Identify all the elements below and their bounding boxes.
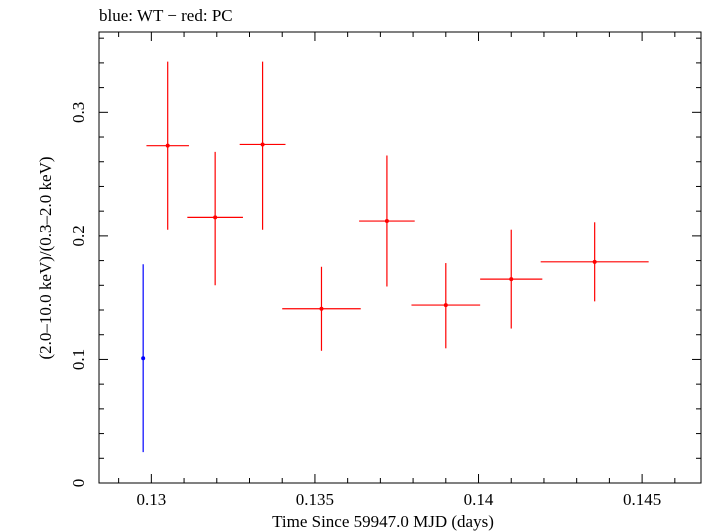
x-tick-label: 0.13 <box>136 490 166 509</box>
y-tick-label: 0 <box>69 479 88 488</box>
wt-point <box>141 264 146 453</box>
pc-point <box>282 266 361 351</box>
y-tick-label: 0.1 <box>69 349 88 370</box>
pc-point <box>540 222 649 302</box>
wt-marker <box>141 356 146 361</box>
pc-marker <box>384 219 389 224</box>
plot-frame <box>98 31 702 484</box>
pc-marker <box>213 215 218 220</box>
pc-marker <box>592 259 597 264</box>
pc-marker <box>319 306 324 311</box>
pc-point <box>146 61 189 230</box>
x-tick-label: 0.135 <box>296 490 334 509</box>
x-axis-label: Time Since 59947.0 MJD (days) <box>272 512 494 531</box>
pc-point <box>480 229 543 329</box>
pc-point <box>187 151 243 286</box>
x-tick-label: 0.145 <box>623 490 661 509</box>
pc-point <box>239 61 286 230</box>
pc-marker <box>165 143 170 148</box>
axis-ticks: 0.13 0.135 0.14 0.145 0 0.1 0.2 0.3 <box>69 32 701 509</box>
pc-marker <box>260 142 265 147</box>
pc-point <box>359 155 415 287</box>
pc-marker <box>509 277 514 282</box>
pc-point <box>411 263 481 349</box>
y-axis-label: (2.0–10.0 keV)/(0.3–2.0 keV) <box>36 156 55 359</box>
pc-marker <box>443 303 448 308</box>
y-tick-label: 0.2 <box>69 225 88 246</box>
chart-title: blue: WT − red: PC <box>99 6 233 25</box>
y-tick-label: 0.3 <box>69 102 88 123</box>
x-tick-label: 0.14 <box>464 490 494 509</box>
data-marks <box>141 61 649 453</box>
